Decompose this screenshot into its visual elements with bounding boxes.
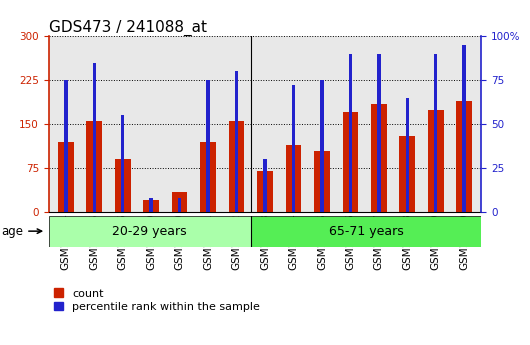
Bar [263, 159, 267, 212]
Bar [257, 171, 273, 212]
Bar [463, 45, 466, 212]
Bar [377, 54, 381, 212]
Bar [172, 191, 188, 212]
Bar [64, 80, 67, 212]
Bar [115, 159, 130, 212]
Bar [428, 109, 444, 212]
Bar [206, 80, 210, 212]
Bar [143, 200, 159, 212]
Bar [93, 62, 96, 212]
Bar [178, 198, 181, 212]
Bar [342, 112, 358, 212]
Bar [251, 216, 481, 247]
Bar [286, 145, 301, 212]
Text: GDS473 / 241088_at: GDS473 / 241088_at [49, 20, 207, 36]
Bar [371, 104, 387, 212]
Bar [121, 115, 125, 212]
Bar [456, 101, 472, 212]
Bar [434, 54, 437, 212]
Bar [400, 136, 415, 212]
Text: age: age [2, 225, 24, 238]
Text: 65-71 years: 65-71 years [329, 225, 403, 238]
Bar [49, 216, 251, 247]
Bar [292, 86, 295, 212]
Bar [229, 121, 244, 212]
Legend: count, percentile rank within the sample: count, percentile rank within the sample [54, 288, 260, 312]
Bar [200, 142, 216, 212]
Bar [349, 54, 352, 212]
Bar [235, 71, 238, 212]
Text: 20-29 years: 20-29 years [112, 225, 187, 238]
Bar [314, 150, 330, 212]
Bar [149, 198, 153, 212]
Bar [320, 80, 324, 212]
Bar [58, 142, 74, 212]
Bar [86, 121, 102, 212]
Bar [405, 98, 409, 212]
